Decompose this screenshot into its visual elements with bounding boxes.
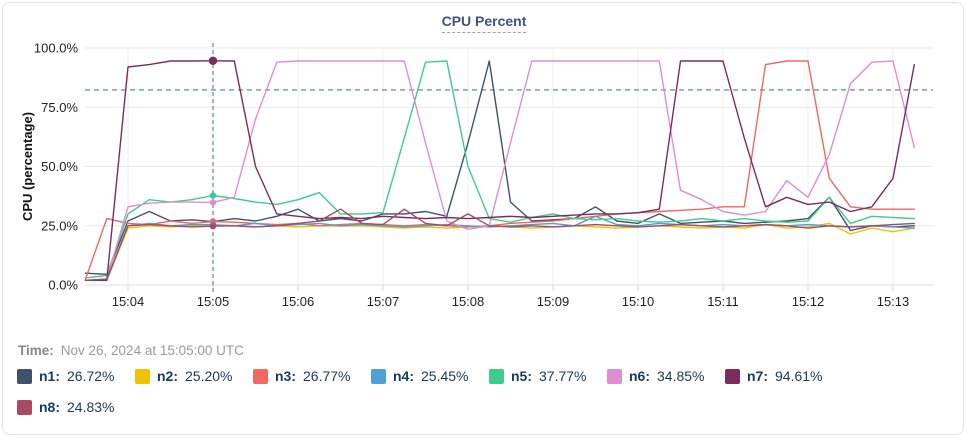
y-tick-label: 75.0%	[41, 100, 78, 115]
series-line-n8[interactable]	[84, 208, 915, 282]
series-line-n1[interactable]	[84, 60, 915, 276]
series-line-n5[interactable]	[84, 60, 915, 279]
x-tick-label: 15:12	[792, 294, 825, 309]
time-value: Nov 26, 2024 at 15:05:00 UTC	[60, 343, 244, 358]
chart-legend: n1: 26.72% n2: 25.20% n3: 26.77% n4: 25.45% n5: 3…	[17, 367, 955, 416]
x-tick-label: 15:11	[707, 294, 739, 309]
legend-series-value: 26.77%	[303, 368, 351, 384]
legend-series-value: 25.45%	[421, 368, 469, 384]
legend-series-name: n6:	[629, 368, 650, 384]
y-axis-title: CPU (percentage)	[20, 112, 35, 221]
legend-series-value: 34.85%	[657, 368, 705, 384]
series-line-n6[interactable]	[84, 60, 915, 282]
legend-swatch-n1	[17, 368, 32, 384]
legend-series-name: n5:	[511, 368, 532, 384]
legend-series-name: n8:	[39, 399, 60, 415]
chart-title[interactable]: CPU Percent	[441, 13, 527, 33]
legend-swatch-n5	[489, 368, 504, 384]
legend-item-n5[interactable]: n5: 37.77%	[489, 367, 607, 385]
x-tick-label: 15:13	[877, 294, 910, 309]
cursor-marker-n6	[209, 199, 217, 206]
legend-series-name: n1:	[39, 368, 60, 384]
series-line-n3[interactable]	[84, 60, 915, 280]
legend-swatch-n6	[607, 368, 622, 384]
legend-series-value: 25.20%	[185, 368, 233, 384]
legend-swatch-n3	[253, 368, 268, 384]
legend-series-value: 24.83%	[67, 399, 115, 415]
time-label: Time:	[18, 343, 54, 358]
legend-series-value: 37.77%	[539, 368, 587, 384]
cursor-time-row: Time: Nov 26, 2024 at 15:05:00 UTC	[18, 343, 244, 358]
cursor-marker-n5	[209, 192, 217, 199]
x-tick-label: 15:07	[367, 294, 400, 309]
legend-item-n7[interactable]: n7: 94.61%	[725, 367, 843, 385]
x-tick-label: 15:09	[537, 294, 570, 309]
legend-item-n1[interactable]: n1: 26.72%	[17, 367, 135, 385]
cursor-marker-n8	[209, 222, 217, 230]
series-line-n2[interactable]	[84, 222, 915, 282]
x-tick-label: 15:05	[197, 294, 230, 309]
cursor-marker-n7	[208, 56, 218, 65]
legend-item-n3[interactable]: n3: 26.77%	[253, 367, 371, 385]
legend-series-name: n2:	[157, 368, 178, 384]
x-tick-label: 15:10	[622, 294, 655, 309]
legend-swatch-n7	[725, 368, 740, 384]
legend-series-name: n7:	[747, 368, 768, 384]
x-tick-label: 15:08	[452, 294, 485, 309]
legend-series-value: 94.61%	[775, 368, 823, 384]
legend-item-n2[interactable]: n2: 25.20%	[135, 367, 253, 385]
legend-series-value: 26.72%	[67, 368, 115, 384]
chart-title-row: CPU Percent	[0, 13, 968, 33]
y-tick-label: 0.0%	[48, 278, 78, 293]
y-tick-label: 25.0%	[41, 218, 78, 233]
legend-swatch-n2	[135, 368, 150, 384]
legend-swatch-n8	[17, 399, 32, 415]
legend-item-n6[interactable]: n6: 34.85%	[607, 367, 725, 385]
x-tick-label: 15:04	[112, 294, 145, 309]
y-tick-label: 50.0%	[41, 159, 78, 174]
y-tick-label: 100.0%	[34, 41, 79, 56]
legend-item-n4[interactable]: n4: 25.45%	[371, 367, 489, 385]
legend-swatch-n4	[371, 368, 386, 384]
legend-item-n8[interactable]: n8: 24.83%	[17, 398, 135, 416]
legend-series-name: n3:	[275, 368, 296, 384]
cpu-percent-line-chart[interactable]: 0.0% 25.0% 50.0% 75.0% 100.0% 15:04 15:05 15:06…	[0, 38, 968, 314]
series-line-n7[interactable]	[84, 60, 915, 282]
legend-series-name: n4:	[393, 368, 414, 384]
x-tick-label: 15:06	[282, 294, 315, 309]
